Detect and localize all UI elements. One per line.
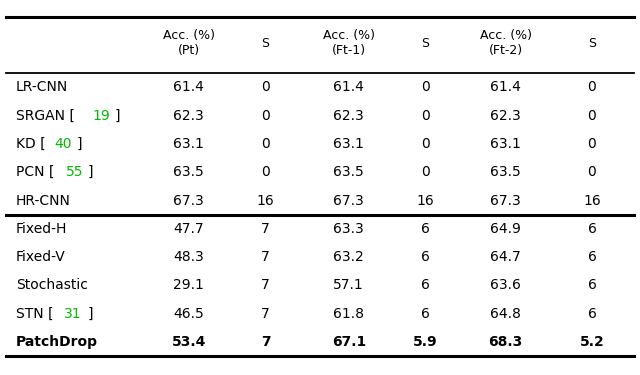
Text: 0: 0 xyxy=(261,165,270,179)
Text: 31: 31 xyxy=(65,307,82,321)
Text: 6: 6 xyxy=(588,250,596,264)
Text: Fixed-H: Fixed-H xyxy=(16,222,67,236)
Text: 62.3: 62.3 xyxy=(173,109,204,123)
Text: Acc. (%)
(Ft-1): Acc. (%) (Ft-1) xyxy=(323,29,375,57)
Text: 55: 55 xyxy=(65,165,83,179)
Text: 61.4: 61.4 xyxy=(333,80,364,94)
Text: S: S xyxy=(588,37,596,50)
Text: HR-CNN: HR-CNN xyxy=(16,194,71,207)
Text: 19: 19 xyxy=(92,109,109,123)
Text: 16: 16 xyxy=(417,194,435,207)
Text: 0: 0 xyxy=(588,137,596,151)
Text: 63.2: 63.2 xyxy=(333,250,364,264)
Text: 0: 0 xyxy=(261,109,270,123)
Text: 6: 6 xyxy=(588,279,596,292)
Text: 61.4: 61.4 xyxy=(173,80,204,94)
Text: 48.3: 48.3 xyxy=(173,250,204,264)
Text: 63.5: 63.5 xyxy=(490,165,521,179)
Text: 6: 6 xyxy=(421,222,430,236)
Text: 7: 7 xyxy=(261,222,270,236)
Text: 64.8: 64.8 xyxy=(490,307,521,321)
Text: 67.3: 67.3 xyxy=(173,194,204,207)
Text: 6: 6 xyxy=(588,222,596,236)
Text: 7: 7 xyxy=(261,279,270,292)
Text: KD [: KD [ xyxy=(16,137,45,151)
Text: 0: 0 xyxy=(261,80,270,94)
Text: ]: ] xyxy=(88,165,93,179)
Text: 16: 16 xyxy=(257,194,275,207)
Text: 29.1: 29.1 xyxy=(173,279,204,292)
Text: 61.8: 61.8 xyxy=(333,307,364,321)
Text: PCN [: PCN [ xyxy=(16,165,54,179)
Text: 0: 0 xyxy=(421,165,430,179)
Text: 0: 0 xyxy=(588,165,596,179)
Text: 47.7: 47.7 xyxy=(173,222,204,236)
Text: 63.5: 63.5 xyxy=(333,165,364,179)
Text: 0: 0 xyxy=(421,137,430,151)
Text: 57.1: 57.1 xyxy=(333,279,364,292)
Text: 6: 6 xyxy=(588,307,596,321)
Text: 63.3: 63.3 xyxy=(333,222,364,236)
Text: 0: 0 xyxy=(588,80,596,94)
Text: S: S xyxy=(262,37,269,50)
Text: 67.3: 67.3 xyxy=(333,194,364,207)
Text: 62.3: 62.3 xyxy=(490,109,521,123)
Text: 16: 16 xyxy=(583,194,601,207)
Text: 63.6: 63.6 xyxy=(490,279,521,292)
Text: PatchDrop: PatchDrop xyxy=(16,335,98,349)
Text: 63.1: 63.1 xyxy=(490,137,521,151)
Text: STN [: STN [ xyxy=(16,307,54,321)
Text: 64.7: 64.7 xyxy=(490,250,521,264)
Text: ]: ] xyxy=(77,137,83,151)
Text: 63.1: 63.1 xyxy=(173,137,204,151)
Text: 63.1: 63.1 xyxy=(333,137,364,151)
Text: 67.3: 67.3 xyxy=(490,194,521,207)
Text: 40: 40 xyxy=(54,137,72,151)
Text: 62.3: 62.3 xyxy=(333,109,364,123)
Text: 7: 7 xyxy=(260,335,271,349)
Text: ]: ] xyxy=(115,109,120,123)
Text: 64.9: 64.9 xyxy=(490,222,521,236)
Text: 6: 6 xyxy=(421,250,430,264)
Text: 5.9: 5.9 xyxy=(413,335,438,349)
Text: SRGAN [: SRGAN [ xyxy=(16,109,75,123)
Text: LR-CNN: LR-CNN xyxy=(16,80,68,94)
Text: Stochastic: Stochastic xyxy=(16,279,88,292)
Text: S: S xyxy=(422,37,429,50)
Text: 46.5: 46.5 xyxy=(173,307,204,321)
Text: 67.1: 67.1 xyxy=(332,335,366,349)
Text: 0: 0 xyxy=(421,109,430,123)
Text: Acc. (%)
(Ft-2): Acc. (%) (Ft-2) xyxy=(479,29,532,57)
Text: 7: 7 xyxy=(261,250,270,264)
Text: Acc. (%)
(Pt): Acc. (%) (Pt) xyxy=(163,29,215,57)
Text: 0: 0 xyxy=(261,137,270,151)
Text: 53.4: 53.4 xyxy=(172,335,206,349)
Text: 61.4: 61.4 xyxy=(490,80,521,94)
Text: 6: 6 xyxy=(421,279,430,292)
Text: 0: 0 xyxy=(588,109,596,123)
Text: 5.2: 5.2 xyxy=(580,335,604,349)
Text: 68.3: 68.3 xyxy=(488,335,523,349)
Text: ]: ] xyxy=(87,307,93,321)
Text: 7: 7 xyxy=(261,307,270,321)
Text: 6: 6 xyxy=(421,307,430,321)
Text: Fixed-V: Fixed-V xyxy=(16,250,66,264)
Text: 0: 0 xyxy=(421,80,430,94)
Text: 63.5: 63.5 xyxy=(173,165,204,179)
